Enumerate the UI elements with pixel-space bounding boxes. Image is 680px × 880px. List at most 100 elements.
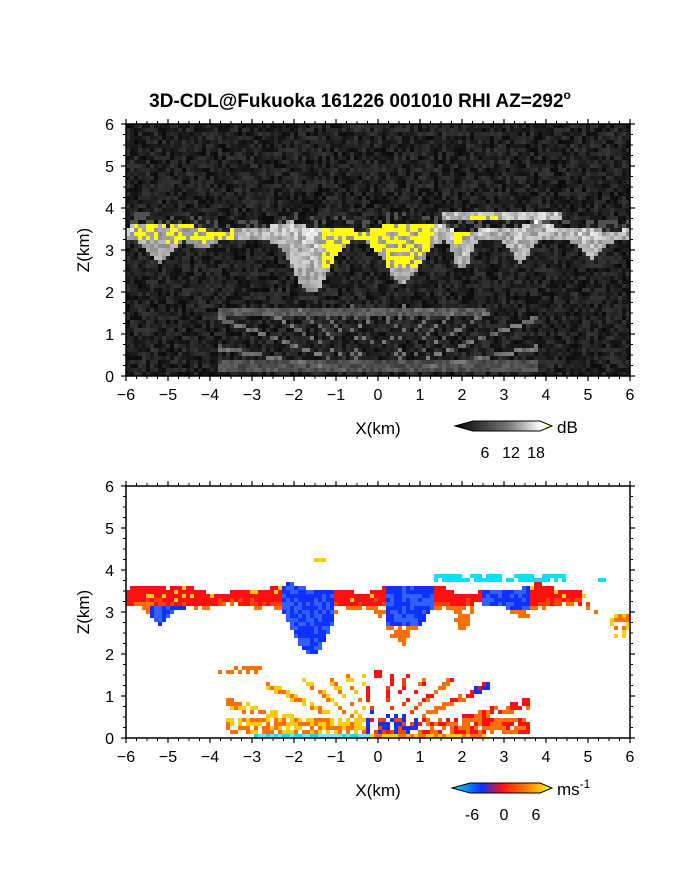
backscatter-cell [270, 308, 274, 312]
backscatter-cell [186, 244, 190, 248]
backscatter-cell [210, 136, 214, 140]
backscatter-cell [230, 156, 234, 160]
backscatter-cell [234, 168, 238, 172]
backscatter-cell [126, 368, 130, 372]
backscatter-cell [342, 172, 346, 176]
backscatter-cell [414, 328, 418, 332]
backscatter-cell [386, 164, 390, 168]
backscatter-cell [342, 248, 346, 252]
backscatter-cell [426, 208, 430, 212]
backscatter-cell [358, 144, 362, 148]
backscatter-cell [230, 180, 234, 184]
backscatter-cell [266, 228, 270, 232]
backscatter-cell [378, 168, 382, 172]
backscatter-cell [262, 208, 266, 212]
backscatter-cell [390, 136, 394, 140]
backscatter-cell [250, 212, 254, 216]
backscatter-cell [134, 244, 138, 248]
backscatter-cell [342, 284, 346, 288]
backscatter-cell [306, 296, 310, 300]
backscatter-cell [366, 336, 370, 340]
backscatter-cell [370, 352, 374, 356]
backscatter-cell [154, 224, 158, 228]
backscatter-cell [146, 336, 150, 340]
backscatter-cell [426, 364, 430, 368]
backscatter-cell [418, 328, 422, 332]
backscatter-cell [314, 324, 318, 328]
backscatter-cell [402, 228, 406, 232]
backscatter-cell [162, 240, 166, 244]
backscatter-cell [338, 364, 342, 368]
backscatter-cell [366, 208, 370, 212]
backscatter-cell [226, 292, 230, 296]
backscatter-cell [350, 316, 354, 320]
backscatter-cell [286, 220, 290, 224]
backscatter-cell [362, 364, 366, 368]
backscatter-cell [386, 300, 390, 304]
backscatter-cell [318, 172, 322, 176]
backscatter-cell [318, 264, 322, 268]
backscatter-cell [154, 188, 158, 192]
backscatter-cell [234, 180, 238, 184]
backscatter-cell [294, 160, 298, 164]
backscatter-cell [330, 324, 334, 328]
backscatter-cell [426, 220, 430, 224]
backscatter-cell [166, 208, 170, 212]
backscatter-cell [286, 356, 290, 360]
backscatter-cell [250, 308, 254, 312]
backscatter-cell [170, 276, 174, 280]
backscatter-cell [254, 336, 258, 340]
backscatter-cell [130, 148, 134, 152]
backscatter-cell [346, 156, 350, 160]
backscatter-cell [278, 352, 282, 356]
backscatter-cell [198, 220, 202, 224]
backscatter-cell [322, 344, 326, 348]
backscatter-cell [358, 208, 362, 212]
backscatter-cell [410, 304, 414, 308]
backscatter-cell [398, 244, 402, 248]
backscatter-cell [230, 316, 234, 320]
backscatter-cell [238, 352, 242, 356]
backscatter-cell [290, 148, 294, 152]
backscatter-cell [150, 140, 154, 144]
backscatter-cell [234, 252, 238, 256]
backscatter-cell [254, 316, 258, 320]
backscatter-cell [354, 292, 358, 296]
backscatter-cell [178, 148, 182, 152]
backscatter-cell [234, 172, 238, 176]
backscatter-cell [394, 344, 398, 348]
backscatter-cell [258, 232, 262, 236]
backscatter-cell [374, 360, 378, 364]
backscatter-cell [162, 308, 166, 312]
backscatter-cell [174, 320, 178, 324]
backscatter-cell [366, 140, 370, 144]
backscatter-cell [126, 168, 130, 172]
backscatter-cell [202, 276, 206, 280]
backscatter-cell [254, 300, 258, 304]
backscatter-cell [126, 316, 130, 320]
backscatter-cell [370, 136, 374, 140]
backscatter-cell [394, 160, 398, 164]
backscatter-cell [422, 224, 426, 228]
backscatter-cell [154, 212, 158, 216]
backscatter-cell [314, 212, 318, 216]
backscatter-cell [286, 132, 290, 136]
backscatter-cell [326, 128, 330, 132]
backscatter-cell [142, 144, 146, 148]
backscatter-cell [158, 216, 162, 220]
backscatter-cell [194, 292, 198, 296]
backscatter-cell [302, 312, 306, 316]
backscatter-cell [190, 192, 194, 196]
backscatter-cell [142, 132, 146, 136]
backscatter-cell [286, 136, 290, 140]
backscatter-cell [406, 268, 410, 272]
backscatter-cell [386, 260, 390, 264]
backscatter-cell [310, 368, 314, 372]
backscatter-cell [218, 312, 222, 316]
backscatter-cell [354, 168, 358, 172]
backscatter-cell [374, 368, 378, 372]
backscatter-cell [350, 224, 354, 228]
backscatter-cell [146, 216, 150, 220]
backscatter-cell [322, 308, 326, 312]
backscatter-cell [318, 188, 322, 192]
